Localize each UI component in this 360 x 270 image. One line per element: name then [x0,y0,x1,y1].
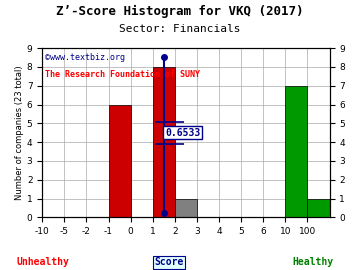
Text: Sector: Financials: Sector: Financials [119,24,241,34]
Bar [175,198,197,217]
Text: Score: Score [154,257,184,267]
Bar [109,104,131,217]
Text: 0.6533: 0.6533 [165,128,200,138]
Text: The Research Foundation of SUNY: The Research Foundation of SUNY [45,70,200,79]
Text: Z’-Score Histogram for VKQ (2017): Z’-Score Histogram for VKQ (2017) [56,5,304,18]
Text: Healthy: Healthy [293,257,334,267]
Text: Unhealthy: Unhealthy [17,257,69,267]
Text: ©www.textbiz.org: ©www.textbiz.org [45,53,125,62]
Bar [285,86,307,217]
Bar [153,67,175,217]
Bar [307,198,329,217]
Y-axis label: Number of companies (23 total): Number of companies (23 total) [15,66,24,200]
